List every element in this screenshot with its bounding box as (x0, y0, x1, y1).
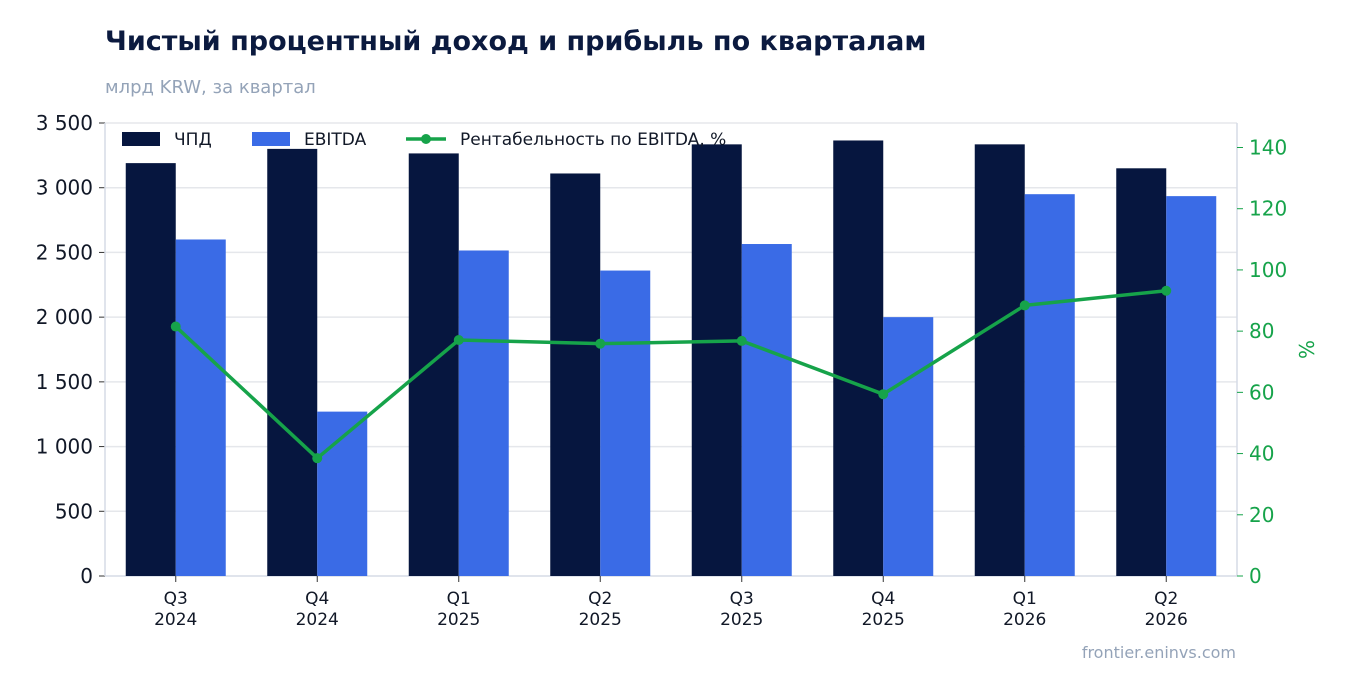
y-left-tick-label: 1 500 (36, 370, 93, 394)
bar-npd (1116, 168, 1167, 577)
bar-npd (408, 153, 459, 576)
x-tick-label-quarter: Q2 (1154, 589, 1178, 609)
x-tick-label-year: 2024 (154, 610, 197, 630)
y-left-tick-label: 2 000 (36, 305, 93, 329)
source-label: frontier.eninvs.com (1081, 643, 1236, 662)
margin-point (595, 338, 606, 349)
y-right-tick-label: 0 (1249, 564, 1262, 588)
bar-npd (125, 163, 176, 576)
x-tick-label-year: 2026 (1003, 610, 1046, 630)
bar-npd (974, 144, 1025, 576)
legend-swatch-ebitda (252, 132, 290, 146)
y-right-tick-label: 120 (1249, 197, 1287, 221)
y-right-tick-label: 100 (1249, 258, 1287, 282)
y-left-tick-label: 0 (80, 564, 93, 588)
bar-npd (833, 140, 884, 577)
x-tick-label-quarter: Q3 (164, 589, 188, 609)
bar-ebitda (458, 250, 509, 577)
x-tick-label-year: 2025 (437, 610, 480, 630)
x-tick-label-quarter: Q4 (871, 589, 895, 609)
legend-label-ebitda: EBITDA (304, 130, 367, 150)
bar-npd (267, 148, 318, 576)
margin-point (1019, 300, 1030, 311)
legend-swatch-margin-point (421, 134, 431, 144)
bar-npd (550, 173, 601, 576)
bar-ebitda (175, 239, 226, 576)
margin-point (170, 321, 181, 332)
x-tick-label-year: 2026 (1145, 610, 1188, 630)
bar-npd (691, 144, 742, 576)
x-tick-label-year: 2025 (720, 610, 763, 630)
y-right-tick-label: 20 (1249, 503, 1274, 527)
x-tick-label-quarter: Q4 (305, 589, 329, 609)
x-tick-label-year: 2024 (296, 610, 339, 630)
y-right-tick-label: 80 (1249, 319, 1274, 343)
x-tick-label-quarter: Q1 (447, 589, 471, 609)
margin-point (736, 335, 747, 346)
x-tick-label-quarter: Q2 (588, 589, 612, 609)
bar-ebitda (883, 317, 934, 576)
x-tick-label-year: 2025 (579, 610, 622, 630)
y-left-tick-label: 3 000 (36, 176, 93, 200)
y-left-tick-label: 3 500 (36, 111, 93, 135)
bar-ebitda (600, 270, 651, 576)
y-left-tick-label: 2 500 (36, 240, 93, 264)
margin-point (878, 389, 889, 400)
margin-point (453, 335, 464, 346)
y-right-tick-label: 40 (1249, 442, 1274, 466)
margin-line (174, 288, 1167, 460)
legend-swatch-npd (122, 132, 160, 146)
bar-ebitda (741, 244, 792, 576)
x-tick-label-year: 2025 (862, 610, 905, 630)
chart-subtitle: млрд KRW, за квартал (105, 77, 316, 98)
y-left-tick-label: 500 (55, 499, 93, 523)
y-right-tick-label: 140 (1249, 135, 1287, 159)
margin-point (1161, 285, 1172, 296)
y-right-axis-label: % (1295, 340, 1319, 359)
legend-label-margin: Рентабельность по EBITDA, % (460, 130, 726, 150)
legend-label-npd: ЧПД (174, 130, 212, 150)
margin-point (312, 453, 323, 464)
bar-ebitda (1024, 194, 1075, 576)
bar-ebitda (1166, 196, 1217, 576)
y-right-tick-label: 60 (1249, 380, 1274, 404)
x-tick-label-quarter: Q1 (1013, 589, 1037, 609)
x-tick-label-quarter: Q3 (730, 589, 754, 609)
chart-title: Чистый процентный доход и прибыль по ква… (105, 26, 927, 57)
y-left-tick-label: 1 000 (36, 435, 93, 459)
